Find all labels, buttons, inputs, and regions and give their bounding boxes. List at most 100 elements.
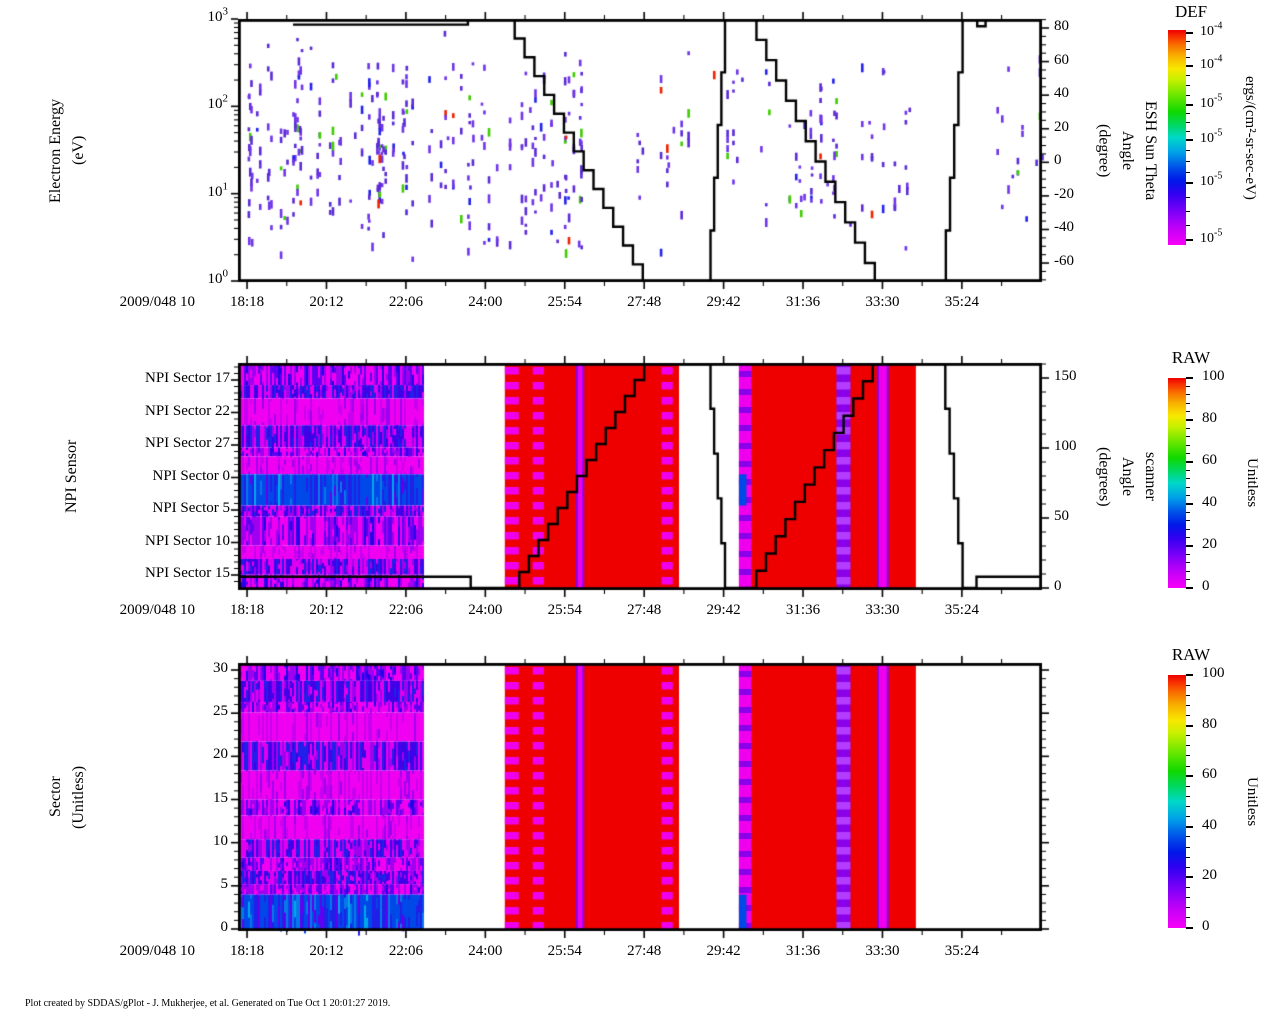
colorbar-tick <box>1186 755 1190 757</box>
x-tick-label: 27:48 <box>627 943 662 959</box>
colorbar-tick <box>1186 745 1190 747</box>
x-tick-label: 29:42 <box>706 943 741 959</box>
panel2-right-label-line1: scanner <box>1142 452 1159 501</box>
right-tick-label: -60 <box>1054 253 1074 270</box>
y-tick-label: 15 <box>213 789 228 806</box>
x-tick-label: 24:00 <box>468 602 503 618</box>
colorbar-tick <box>1186 171 1190 173</box>
colorbar-tick <box>1186 40 1190 42</box>
colorbar-tick-label: 10-5 <box>1200 170 1223 190</box>
colorbar-tick-label: 10-5 <box>1200 227 1223 247</box>
colorbar-tick <box>1186 765 1190 767</box>
x-tick-label: 24:00 <box>468 943 503 959</box>
y-tick-label: 101 <box>207 180 229 200</box>
colorbar2-gradient <box>1168 378 1186 588</box>
y-tick-label: NPI Sector 10 <box>145 532 230 549</box>
panel2-right-label-line3: (degrees) <box>1095 446 1113 507</box>
y-tick-label: 30 <box>213 660 228 676</box>
colorbar1-unit-text: ergs/(cm²-sr-sec-eV) <box>1242 75 1258 200</box>
colorbar-tick-label: 40 <box>1202 494 1217 510</box>
colorbar-tick <box>1186 32 1193 34</box>
npi-sensor-heatmap-canvas <box>226 351 1054 602</box>
colorbar-tick-label: 10-4 <box>1200 20 1223 39</box>
colorbar-tick <box>1186 775 1193 778</box>
colorbar-tick <box>1186 196 1190 198</box>
x-tick-label: 33:30 <box>865 602 900 618</box>
right-tick-label: 0 <box>1054 152 1062 169</box>
x-tick-label: 27:48 <box>627 602 662 618</box>
colorbar-tick <box>1186 182 1193 185</box>
x-tick-label: 31:36 <box>785 602 821 618</box>
colorbar3-unit: Unitless <box>1242 675 1262 928</box>
colorbar-tick <box>1186 917 1190 919</box>
y-tick-label: NPI Sector 22 <box>145 402 230 419</box>
colorbar-tick <box>1186 239 1193 242</box>
colorbar-tick-label: 80 <box>1202 410 1217 426</box>
colorbar-tick-label: 10-5 <box>1200 92 1223 112</box>
colorbar-tick <box>1186 64 1193 67</box>
y-tick-label: NPI Sector 0 <box>152 467 231 484</box>
colorbar-tick-label: 0 <box>1202 918 1210 934</box>
colorbar-tick <box>1186 211 1190 213</box>
colorbar2-title: RAW <box>1171 348 1211 367</box>
colorbar1-gradient <box>1168 30 1186 245</box>
colorbar-tick <box>1186 436 1190 438</box>
panel1-right-label-line3: (degree) <box>1095 123 1113 178</box>
colorbar-tick <box>1186 75 1190 77</box>
colorbar-tick <box>1186 825 1193 828</box>
colorbar-tick <box>1186 537 1190 539</box>
right-tick-label: 80 <box>1054 18 1069 34</box>
panel1-right-label-line1: ESH Sun Theta <box>1142 100 1159 201</box>
x-tick-label: 24:00 <box>468 294 503 310</box>
panel2-right-axis-label: scanner Angle (degrees) <box>1088 363 1162 590</box>
colorbar-tick <box>1186 122 1190 124</box>
y-tick-label: 20 <box>213 746 228 763</box>
panel1-right-label-line2: Angle <box>1118 130 1136 171</box>
x-tick-label: 35:24 <box>944 943 979 959</box>
x-tick-label: 20:12 <box>309 943 344 959</box>
y-tick-label: 102 <box>207 93 229 113</box>
colorbar-tick <box>1186 377 1193 379</box>
panel1-right-axis-label: ESH Sun Theta Angle (degree) <box>1088 19 1162 282</box>
colorbar-tick-label: 10-4 <box>1200 53 1223 72</box>
x-tick-label: 20:12 <box>309 294 344 310</box>
y-tick-label: 25 <box>213 703 228 720</box>
plot-credit-footer: Plot created by SDDAS/gPlot - J. Mukherj… <box>25 998 391 1009</box>
y-tick-label: 10 <box>213 832 228 849</box>
colorbar1-unit: ergs/(cm²-sr-sec-eV) <box>1238 22 1260 253</box>
colorbar-tick <box>1186 724 1193 727</box>
panel3-date-label: 2009/048 10 <box>119 943 195 959</box>
x-tick-label: 31:36 <box>785 294 821 310</box>
colorbar-tick <box>1186 562 1190 564</box>
x-tick-label: 22:06 <box>388 294 423 310</box>
colorbar-tick-label: 60 <box>1202 766 1217 783</box>
panel2-right-label-line2: Angle <box>1118 456 1136 497</box>
right-tick-label: 0 <box>1054 578 1062 594</box>
colorbar-tick-label: 0 <box>1202 578 1210 594</box>
x-tick-label: 20:12 <box>309 602 344 618</box>
colorbar-tick <box>1186 486 1190 488</box>
colorbar-tick <box>1186 511 1190 513</box>
colorbar-tick <box>1186 94 1190 96</box>
x-tick-label: 25:54 <box>547 943 582 959</box>
x-tick-label: 33:30 <box>865 943 900 959</box>
right-tick-label: 40 <box>1054 85 1069 102</box>
colorbar-tick <box>1186 161 1190 163</box>
sector-heatmap-canvas <box>226 651 1054 943</box>
colorbar-tick <box>1186 411 1190 413</box>
colorbar-tick <box>1186 444 1190 446</box>
colorbar-tick <box>1186 402 1190 404</box>
colorbar-tick <box>1186 469 1190 471</box>
x-tick-label: 18:18 <box>229 943 265 959</box>
colorbar-tick <box>1186 806 1190 808</box>
colorbar-tick <box>1186 785 1190 787</box>
x-tick-label: 18:18 <box>229 602 265 618</box>
colorbar-tick-label: 80 <box>1202 715 1217 732</box>
colorbar-tick <box>1186 684 1190 686</box>
panel3-ylabel-line1: Sector <box>47 776 64 818</box>
y-tick-label: 103 <box>207 5 229 25</box>
colorbar2-unit: Unitless <box>1242 378 1262 588</box>
y-tick-label: NPI Sector 15 <box>145 565 230 581</box>
colorbar-tick <box>1186 553 1190 555</box>
